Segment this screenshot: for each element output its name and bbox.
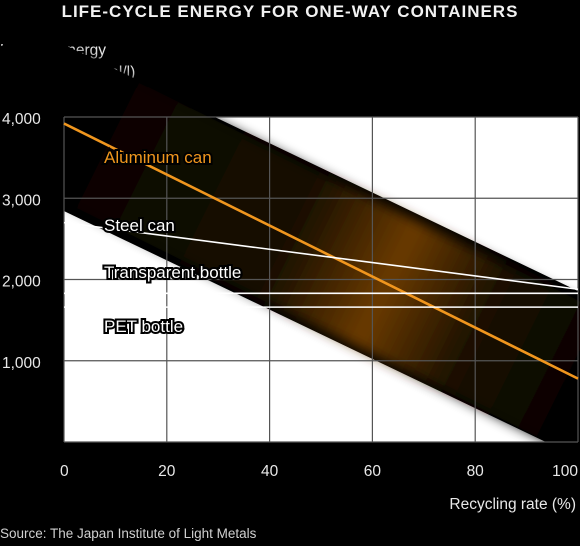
series-lines xyxy=(63,122,579,380)
x-tick-label: 40 xyxy=(261,463,279,480)
series-line-aluminum-can xyxy=(63,122,579,380)
y-tick-label: 2,000 xyxy=(2,274,41,291)
x-tick-label: 0 xyxy=(60,463,69,480)
x-tick-labels: 0 20 40 60 80 100 xyxy=(60,463,578,480)
x-axis-label: Recycling rate (%) xyxy=(449,496,576,513)
x-tick-label: 80 xyxy=(467,463,485,480)
series-label-steel-can: Steel can xyxy=(104,216,175,235)
series-labels: Aluminum can Steel can Transparent bottle P… xyxy=(102,146,243,338)
y-tick-label: 3,000 xyxy=(2,192,41,209)
series-label-transparent-bottle: Transparent bottle xyxy=(104,263,241,282)
grid xyxy=(63,116,579,443)
x-tick-label: 60 xyxy=(364,463,382,480)
series-line-steel-can xyxy=(63,221,579,291)
chart-title: LIFE-CYCLE ENERGY FOR ONE-WAY CONTAINERS xyxy=(61,2,519,21)
source-note: Source: The Japan Institute of Light Met… xyxy=(0,526,257,541)
x-tick-label: 100 xyxy=(552,463,578,480)
series-label-pet-bottle: PET bottle xyxy=(104,317,183,336)
series-label-aluminum-can: Aluminum can xyxy=(104,148,212,167)
x-tick-label: 20 xyxy=(158,463,176,480)
y-tick-label: 1,000 xyxy=(2,355,41,372)
y-tick-label: 4,000 xyxy=(2,111,41,128)
y-tick-labels: 1,000 2,000 3,000 4,000 xyxy=(2,111,41,372)
